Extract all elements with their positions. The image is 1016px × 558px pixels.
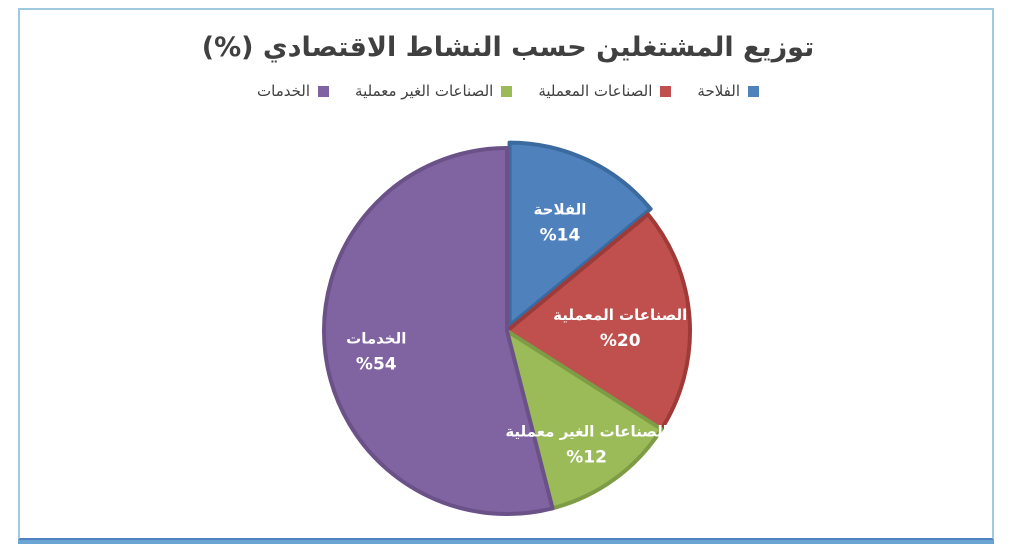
slice-value-services: %54 [356, 355, 397, 375]
chart-legend: الفلاحة الصناعات المعملية الصناعات الغير… [0, 82, 1016, 100]
slice-label-agriculture: الفلاحة [534, 200, 587, 218]
pie-slice-agriculture [507, 140, 653, 328]
pie-slice-non-manufacturing [505, 329, 664, 511]
legend-swatch-non-manufacturing [501, 85, 513, 97]
slice-label-non-manufacturing: الصناعات الغير معملية [505, 423, 668, 441]
legend-swatch-agriculture [748, 85, 760, 97]
legend-item-agriculture: الفلاحة [697, 82, 760, 100]
legend-label-agriculture: الفلاحة [697, 82, 741, 100]
legend-item-manufacturing: الصناعات المعملية [538, 82, 672, 100]
legend-swatch-manufacturing [660, 85, 672, 97]
legend-label-services: الخدمات [257, 82, 311, 100]
slice-value-non-manufacturing: %12 [566, 448, 607, 468]
slice-value-manufacturing: %20 [600, 331, 641, 351]
legend-item-non-manufacturing: الصناعات الغير معملية [355, 82, 513, 100]
legend-label-non-manufacturing: الصناعات الغير معملية [355, 82, 494, 100]
legend-item-services: الخدمات [257, 82, 330, 100]
chart-title: توزيع المشتغلين حسب النشاط الاقتصادي (%) [201, 32, 815, 63]
pie-slice-services [322, 146, 555, 516]
slice-label-manufacturing: الصناعات المعملية [553, 306, 687, 324]
legend-swatch-services [318, 85, 330, 97]
pie-slice-manufacturing [505, 212, 692, 432]
slice-label-services: الخدمات [346, 330, 406, 348]
slice-value-agriculture: %14 [540, 225, 581, 245]
legend-label-manufacturing: الصناعات المعملية [538, 82, 653, 100]
